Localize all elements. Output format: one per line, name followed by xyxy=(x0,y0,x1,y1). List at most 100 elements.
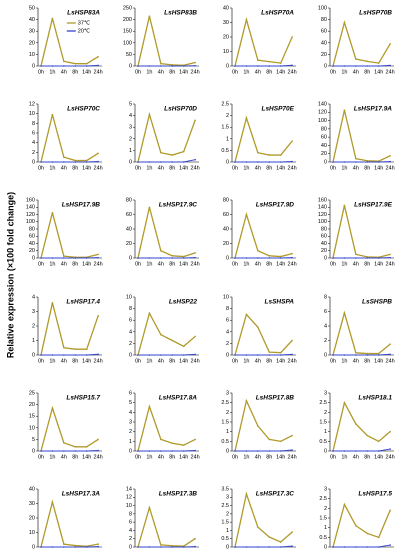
point xyxy=(148,506,151,509)
point xyxy=(268,257,271,259)
point xyxy=(182,255,185,258)
point xyxy=(85,65,88,67)
y-tick-label: 40 xyxy=(321,40,327,46)
x-tick-label: 1h xyxy=(243,165,249,171)
y-tick-label: 3.5 xyxy=(221,486,229,492)
y-tick-label: 8 xyxy=(129,306,132,312)
panel-title: LsHSP17.8B xyxy=(256,395,295,402)
y-tick-label: 0 xyxy=(226,544,229,550)
x-tick-label: 14h xyxy=(374,358,383,364)
point xyxy=(137,161,139,163)
x-tick-label: 24h xyxy=(386,358,395,364)
point xyxy=(160,62,162,65)
y-tick-label: 0.5 xyxy=(319,535,327,541)
y-tick-label: 0 xyxy=(226,159,229,165)
point xyxy=(160,354,162,356)
point xyxy=(85,257,88,259)
point xyxy=(291,252,293,255)
y-tick-label: 20 xyxy=(223,34,229,40)
series-line xyxy=(137,207,196,259)
y-tick-label: 5 xyxy=(32,437,35,443)
y-tick-label: 20 xyxy=(321,248,327,254)
y-tick-label: 20 xyxy=(29,402,35,408)
y-tick-label: 0 xyxy=(32,63,35,69)
point xyxy=(355,352,357,354)
y-tick-label: 40 xyxy=(126,226,132,232)
x-tick-label: 1h xyxy=(341,69,347,75)
point xyxy=(51,17,54,20)
x-tick-label: 8h xyxy=(72,165,78,171)
panel-title: LsHSP70C xyxy=(67,106,100,113)
y-tick-label: 0 xyxy=(226,255,229,261)
x-tick-label: 8h xyxy=(169,69,175,75)
point xyxy=(160,257,162,259)
point xyxy=(355,157,357,160)
y-tick-label: 12 xyxy=(126,495,132,501)
x-tick-label: 14h xyxy=(276,358,285,364)
point xyxy=(355,58,357,60)
panel-title: LsHSP70E xyxy=(261,106,294,113)
y-tick-label: 50 xyxy=(126,52,132,58)
point xyxy=(85,161,88,163)
y-tick-label: 0 xyxy=(226,352,229,358)
x-tick-label: 14h xyxy=(82,165,91,171)
y-tick-label: 20 xyxy=(29,248,35,254)
point xyxy=(257,249,259,252)
x-tick-label: 0h xyxy=(135,454,141,460)
point xyxy=(137,450,139,452)
y-tick-label: 8 xyxy=(226,306,229,312)
y-tick-label: 80 xyxy=(126,197,132,203)
point xyxy=(85,354,88,356)
y-tick-label: 2 xyxy=(32,323,35,329)
series-line xyxy=(40,405,99,452)
series-line xyxy=(40,499,99,548)
point xyxy=(40,450,42,452)
point xyxy=(85,159,88,162)
point xyxy=(74,354,77,356)
point xyxy=(63,156,65,158)
point xyxy=(343,450,346,452)
point xyxy=(194,449,196,452)
y-tick-label: 1.5 xyxy=(221,419,229,425)
point xyxy=(194,61,196,64)
x-tick-label: 24h xyxy=(288,165,297,171)
y-tick-label: 50 xyxy=(29,5,35,11)
point xyxy=(97,64,99,67)
panel-title: LsHSP17.3A xyxy=(62,491,101,498)
point xyxy=(234,161,236,163)
x-tick-label: 0h xyxy=(135,69,141,75)
y-tick-label: 0 xyxy=(32,255,35,261)
point xyxy=(366,159,369,162)
panel-title: LsHSP17.9D xyxy=(256,202,295,209)
series-line xyxy=(332,205,391,259)
point xyxy=(366,65,369,67)
point xyxy=(377,257,380,259)
x-tick-label: 4h xyxy=(353,261,359,267)
x-tick-label: 1h xyxy=(146,358,152,364)
point xyxy=(74,62,77,65)
x-tick-label: 1h xyxy=(146,454,152,460)
y-tick-label: 1 xyxy=(324,429,327,435)
y-tick-label: 60 xyxy=(126,212,132,218)
point xyxy=(51,211,54,214)
point xyxy=(389,43,391,45)
point xyxy=(148,546,151,548)
x-tick-label: 14h xyxy=(374,69,383,75)
series-line xyxy=(40,114,99,163)
series-line xyxy=(137,404,196,452)
panel-title: LsHSP18.1 xyxy=(358,395,392,402)
point xyxy=(85,62,88,65)
y-tick-label: 8 xyxy=(324,294,327,300)
y-tick-label: 1 xyxy=(129,439,132,445)
x-tick-label: 4h xyxy=(61,261,67,267)
y-tick-label: 40 xyxy=(321,241,327,247)
panel-title: LsHSP17.5 xyxy=(358,491,392,498)
y-tick-label: 40 xyxy=(321,143,327,149)
x-tick-label: 0h xyxy=(330,69,336,75)
y-tick-label: 4 xyxy=(32,294,35,300)
y-tick-label: 2.5 xyxy=(221,503,229,509)
y-tick-label: 6 xyxy=(226,318,229,324)
y-tick-label: 20 xyxy=(321,151,327,157)
point xyxy=(332,354,334,356)
